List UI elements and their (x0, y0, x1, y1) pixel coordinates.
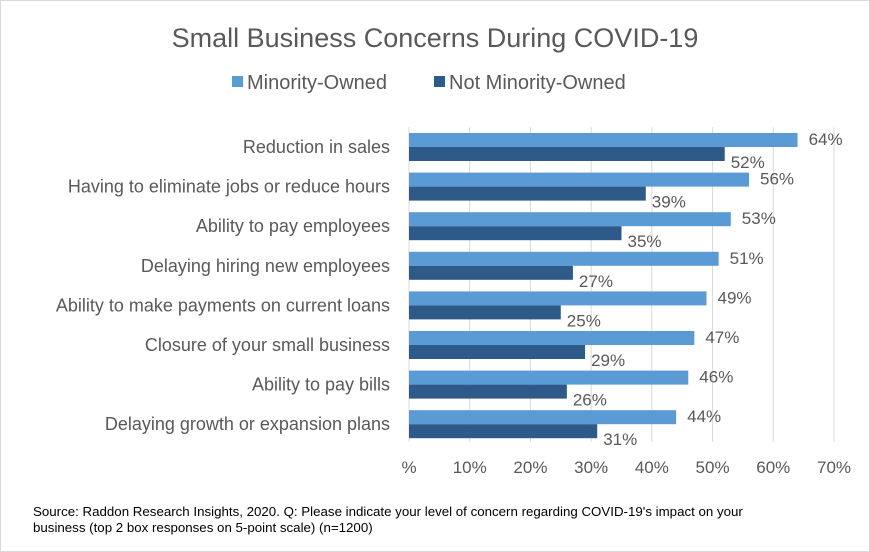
category-label: Reduction in sales (243, 137, 390, 157)
x-tick-label: 30% (574, 458, 608, 477)
source-note: Source: Raddon Research Insights, 2020. … (33, 504, 743, 535)
legend-swatch (434, 76, 445, 87)
category-label: Delaying growth or expansion plans (105, 414, 390, 434)
bar-minority-owned (409, 172, 749, 187)
data-label: 53% (742, 209, 776, 228)
x-tick-label: 10% (453, 458, 487, 477)
data-label: 44% (687, 407, 721, 426)
category-label: Having to eliminate jobs or reduce hours (68, 177, 390, 197)
data-label: 39% (652, 193, 686, 212)
legend-label: Minority-Owned (247, 72, 387, 94)
bar-not-minority-owned (409, 424, 598, 439)
legend: Minority-Owned Not Minority-Owned (232, 72, 626, 94)
data-label: 52% (731, 153, 765, 172)
data-label: 31% (603, 430, 637, 449)
data-label: 51% (730, 249, 764, 268)
data-label: 56% (760, 170, 794, 189)
category-label: Ability to pay bills (252, 375, 390, 395)
legend-swatch (232, 76, 243, 87)
x-tick-label: % (401, 458, 416, 477)
data-label: 46% (699, 368, 733, 387)
bar-minority-owned (409, 212, 731, 227)
category-label: Delaying hiring new employees (141, 256, 390, 276)
bar-not-minority-owned (409, 147, 725, 161)
data-label: 47% (705, 328, 739, 347)
bar-not-minority-owned (409, 384, 567, 399)
x-tick-label: 40% (635, 458, 669, 477)
bar-minority-owned (409, 370, 689, 385)
legend-label: Not Minority-Owned (449, 72, 626, 94)
x-tick-label: 50% (696, 458, 730, 477)
chart-title: Small Business Concerns During COVID-19 (172, 23, 699, 53)
data-label: 49% (718, 288, 752, 307)
category-label: Closure of your small business (145, 335, 390, 355)
category-label: Ability to pay employees (196, 216, 390, 236)
data-label: 64% (809, 130, 843, 149)
x-axis-ticks: % 10% 20% 30% 40% 50% 60% 70% (401, 458, 851, 477)
data-label: 25% (567, 311, 601, 330)
data-label: 27% (579, 272, 613, 291)
bar-minority-owned (409, 251, 719, 266)
category-label: Ability to make payments on current loan… (56, 295, 390, 315)
x-tick-label: 20% (513, 458, 547, 477)
bar-not-minority-owned (409, 305, 561, 320)
x-tick-label: 60% (756, 458, 790, 477)
bar-not-minority-owned (409, 186, 646, 201)
category-labels: Reduction in sales Having to eliminate jo… (56, 137, 390, 434)
data-label: 26% (573, 391, 607, 410)
bar-not-minority-owned (409, 226, 622, 241)
bars: 64% 52%56% 39% 53% 35% 51% 27% 49% 25% 47% 29% 46% 2… (409, 130, 843, 449)
bar-minority-owned (409, 133, 798, 147)
bar-not-minority-owned (409, 265, 573, 280)
x-tick-label: 70% (817, 458, 851, 477)
bar-not-minority-owned (409, 345, 586, 359)
data-label: 35% (628, 232, 662, 251)
bar-minority-owned (409, 331, 695, 345)
data-label: 29% (591, 351, 625, 370)
bar-minority-owned (409, 410, 677, 425)
bar-minority-owned (409, 291, 707, 306)
